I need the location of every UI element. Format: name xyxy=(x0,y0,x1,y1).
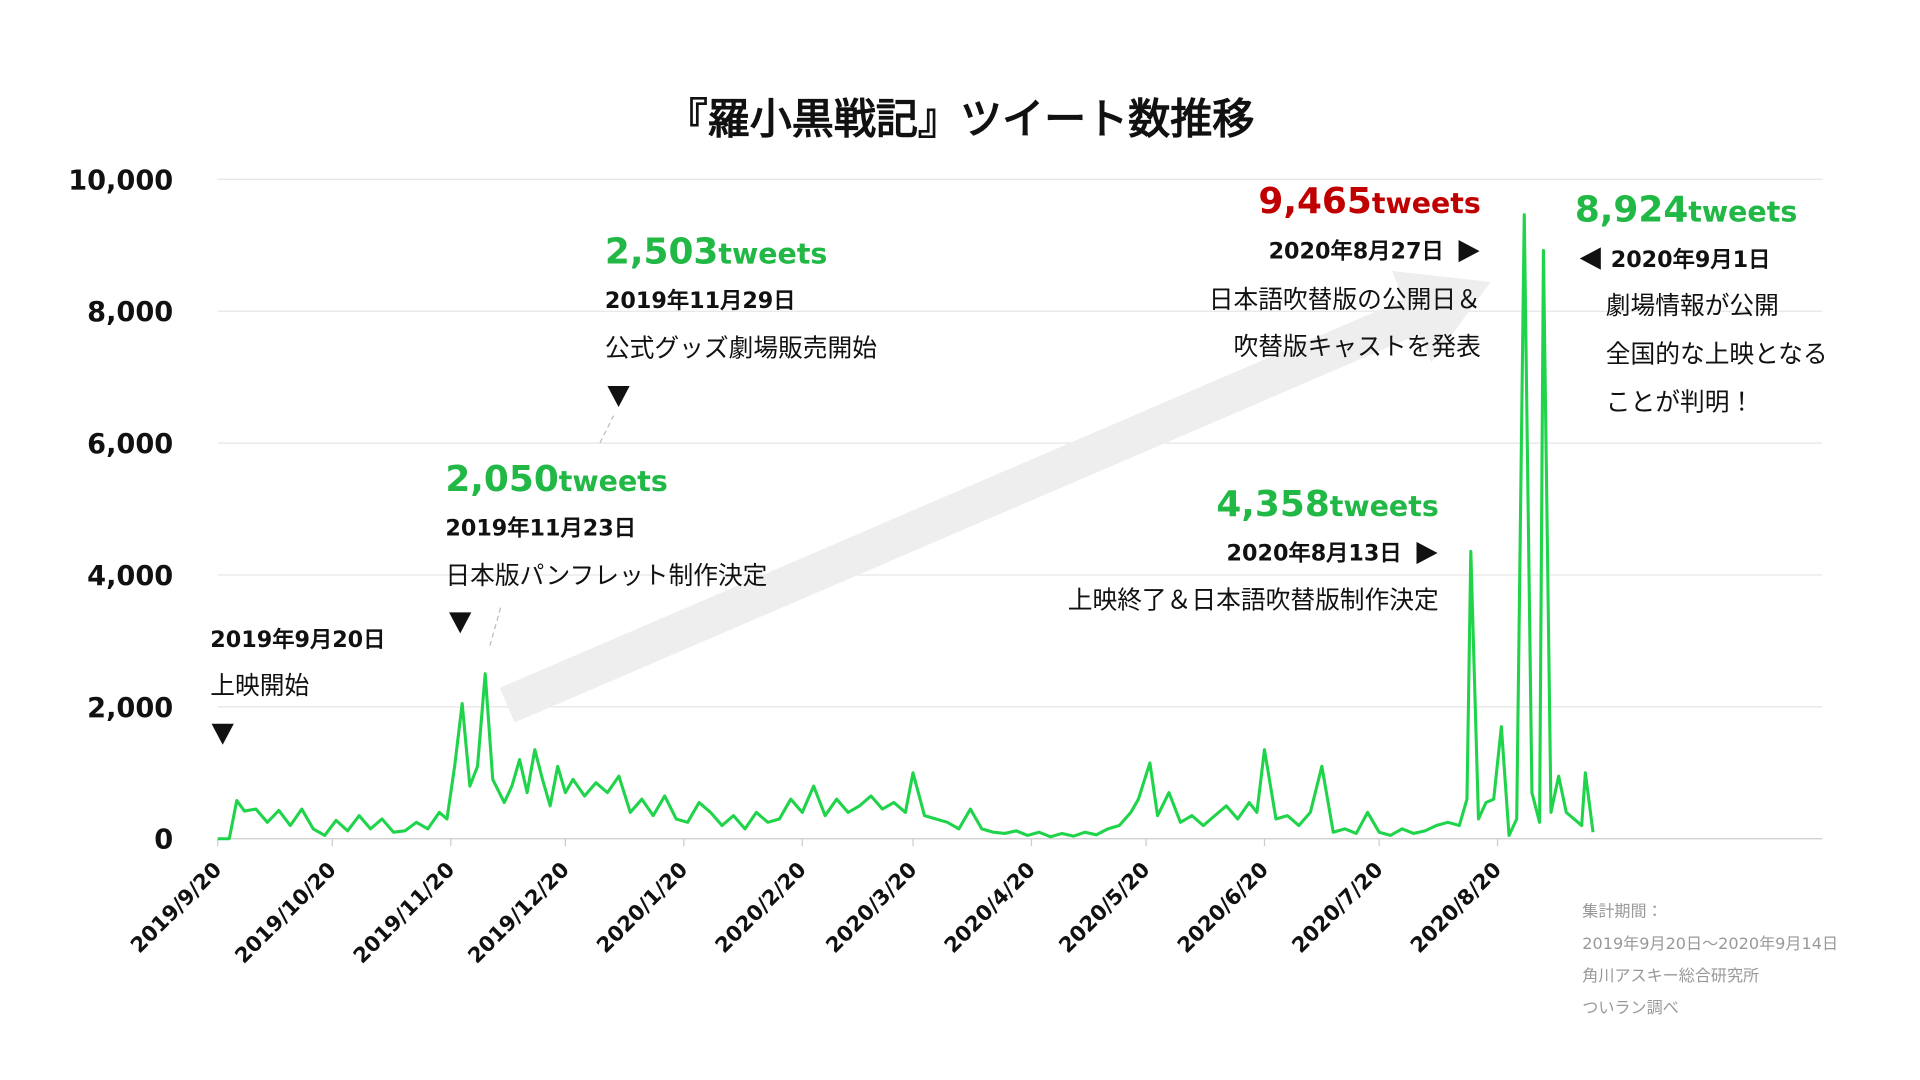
count: 9,465 xyxy=(1258,181,1371,222)
annotation-count: 9,465tweets xyxy=(1258,181,1480,222)
annotation-date: 2020年9月1日 xyxy=(1611,246,1771,273)
annotation-date: 2020年8月13日 xyxy=(1227,539,1402,566)
marker-triangle xyxy=(1458,240,1480,263)
annotation-text: 上映開始 xyxy=(210,671,309,700)
y-tick-label: 2,000 xyxy=(87,693,173,724)
x-tick-label: 2020/6/20 xyxy=(1172,857,1273,958)
x-tick-label: 2020/5/20 xyxy=(1054,857,1155,958)
annotation-count: 2,503tweets xyxy=(605,232,827,273)
annotation-count: 2,050tweets xyxy=(445,459,667,500)
x-tick-label: 2019/12/20 xyxy=(463,857,574,968)
count: 2,050 xyxy=(445,459,558,500)
y-tick-label: 0 xyxy=(154,825,173,856)
y-tick-label: 10,000 xyxy=(68,165,173,196)
annotation-date: 2019年11月23日 xyxy=(445,515,636,542)
annotation-text: 上映終了＆日本語吹替版制作決定 xyxy=(1068,586,1439,615)
annotation-text: 劇場情報が公開 xyxy=(1606,291,1779,320)
annotation-text: 全国的な上映となる xyxy=(1606,339,1828,368)
annotation-text: ことが判明！ xyxy=(1606,388,1754,417)
annotation-date: 2020年8月27日 xyxy=(1269,238,1444,265)
x-tick-label: 2020/1/20 xyxy=(591,857,692,958)
x-tick-label: 2020/7/20 xyxy=(1287,857,1388,958)
annotation-date: 2019年11月29日 xyxy=(605,287,796,314)
x-tick-label: 2019/11/20 xyxy=(348,857,459,968)
count: 4,358 xyxy=(1216,484,1329,525)
annotation-text: 吹替版キャストを発表 xyxy=(1233,332,1480,361)
y-tick-label: 4,000 xyxy=(87,561,173,592)
annotation-count: 8,924tweets xyxy=(1575,189,1797,230)
marker-triangle xyxy=(1579,247,1601,270)
marker-triangle xyxy=(607,385,630,408)
unit: tweets xyxy=(1330,490,1439,523)
trend-arrow xyxy=(499,270,1491,723)
count: 2,503 xyxy=(605,232,718,273)
marker-triangle xyxy=(211,723,234,745)
annotation-text: 日本版パンフレット制作決定 xyxy=(445,561,767,590)
marker-triangle xyxy=(449,612,472,634)
x-tick-label: 2019/9/20 xyxy=(125,857,226,958)
annotation-count: 4,358tweets xyxy=(1216,484,1438,525)
unit: tweets xyxy=(1372,187,1481,220)
x-tick-label: 2020/8/20 xyxy=(1405,857,1506,958)
plot xyxy=(217,213,1595,841)
x-tick-label: 2020/3/20 xyxy=(821,857,922,958)
footnote: ついラン調べ xyxy=(1582,998,1678,1017)
connector xyxy=(489,606,502,646)
x-tick-label: 2020/2/20 xyxy=(710,857,811,958)
footnote: 角川アスキー総合研究所 xyxy=(1582,966,1759,985)
unit: tweets xyxy=(718,238,827,271)
unit: tweets xyxy=(1688,195,1797,228)
count: 8,924 xyxy=(1575,189,1688,230)
connector xyxy=(599,415,615,444)
annotation-text: 公式グッズ劇場販売開始 xyxy=(605,333,877,362)
unit: tweets xyxy=(559,465,668,498)
footnote: 2019年9月20日～2020年9月14日 xyxy=(1582,934,1838,953)
annotation-text: 日本語吹替版の公開日＆ xyxy=(1209,285,1481,314)
grid xyxy=(217,178,1823,847)
marker-triangle xyxy=(1416,541,1438,565)
chart-title: 『羅小黒戦記』ツイート数推移 xyxy=(666,95,1255,144)
x-tick-label: 2020/4/20 xyxy=(939,857,1040,958)
annotation-date: 2019年9月20日 xyxy=(210,626,385,653)
data-line xyxy=(217,213,1595,841)
y-tick-label: 6,000 xyxy=(87,429,173,460)
x-tick-label: 2019/10/20 xyxy=(230,857,341,968)
y-tick-label: 8,000 xyxy=(87,297,173,328)
footnote: 集計期間： xyxy=(1582,902,1662,921)
